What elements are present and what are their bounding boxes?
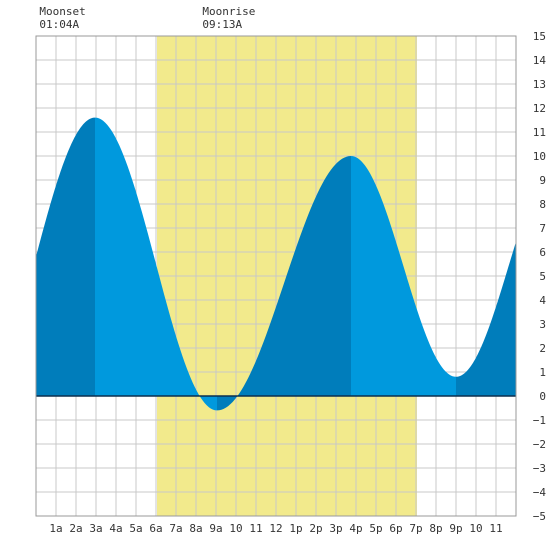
tide-rising-segment — [217, 156, 351, 411]
x-tick-label: 10 — [469, 522, 482, 535]
y-tick-label: −2 — [533, 438, 546, 451]
y-tick-label: −3 — [533, 462, 546, 475]
tide-area — [36, 117, 516, 411]
x-tick-label: 2a — [69, 522, 82, 535]
x-tick-label: 9p — [449, 522, 462, 535]
moon-event-label: Moonset — [39, 5, 85, 18]
x-tick-label: 10 — [229, 522, 242, 535]
x-tick-label: 11 — [249, 522, 262, 535]
x-tick-label: 8p — [429, 522, 442, 535]
x-tick-label: 7p — [409, 522, 422, 535]
y-tick-label: 0 — [539, 390, 546, 403]
y-tick-label: 7 — [539, 222, 546, 235]
y-tick-label: 14 — [533, 54, 547, 67]
x-tick-label: 8a — [189, 522, 202, 535]
y-tick-label: −5 — [533, 510, 546, 523]
x-tick-label: 2p — [309, 522, 322, 535]
y-tick-label: 9 — [539, 174, 546, 187]
x-tick-label: 6a — [149, 522, 162, 535]
x-tick-label: 5a — [129, 522, 142, 535]
x-tick-label: 4a — [109, 522, 122, 535]
y-tick-label: −1 — [533, 414, 546, 427]
y-tick-label: 15 — [533, 30, 546, 43]
x-tick-label: 5p — [369, 522, 382, 535]
tide-falling-segment — [351, 156, 456, 396]
x-tick-label: 1p — [289, 522, 302, 535]
tide-rising-segment — [36, 117, 95, 396]
moon-event-time: 01:04A — [39, 18, 79, 31]
moon-event-time: 09:13A — [202, 18, 242, 31]
plot-border — [35, 35, 517, 517]
y-tick-label: 8 — [539, 198, 546, 211]
y-tick-label: 4 — [539, 294, 546, 307]
y-tick-label: 13 — [533, 78, 546, 91]
y-tick-label: 1 — [539, 366, 546, 379]
y-tick-label: 6 — [539, 246, 546, 259]
x-tick-label: 6p — [389, 522, 402, 535]
chart-grid — [35, 35, 517, 517]
y-tick-label: 3 — [539, 318, 546, 331]
y-tick-label: 12 — [533, 102, 546, 115]
y-tick-label: 11 — [533, 126, 546, 139]
x-tick-label: 1a — [49, 522, 62, 535]
x-tick-label: 9a — [209, 522, 222, 535]
x-tick-label: 7a — [169, 522, 182, 535]
x-tick-label: 4p — [349, 522, 362, 535]
y-tick-label: 10 — [533, 150, 546, 163]
x-axis-ticks: 1a 2a 3a 4a 5a 6a 7a 8a 9a 10 11 12 1p 2p 3p 4p 5p 6p 7p 8p… — [49, 522, 502, 535]
x-tick-label: 3a — [89, 522, 102, 535]
x-tick-label: 12 — [269, 522, 282, 535]
x-tick-label: 11 — [489, 522, 502, 535]
moon-event-label: Moonrise — [202, 5, 255, 18]
tide-falling-segment — [95, 117, 217, 411]
x-tick-label: 3p — [329, 522, 342, 535]
y-tick-label: 5 — [539, 270, 546, 283]
tide-rising-segment — [456, 241, 516, 396]
y-tick-label: 2 — [539, 342, 546, 355]
y-tick-label: −4 — [533, 486, 547, 499]
